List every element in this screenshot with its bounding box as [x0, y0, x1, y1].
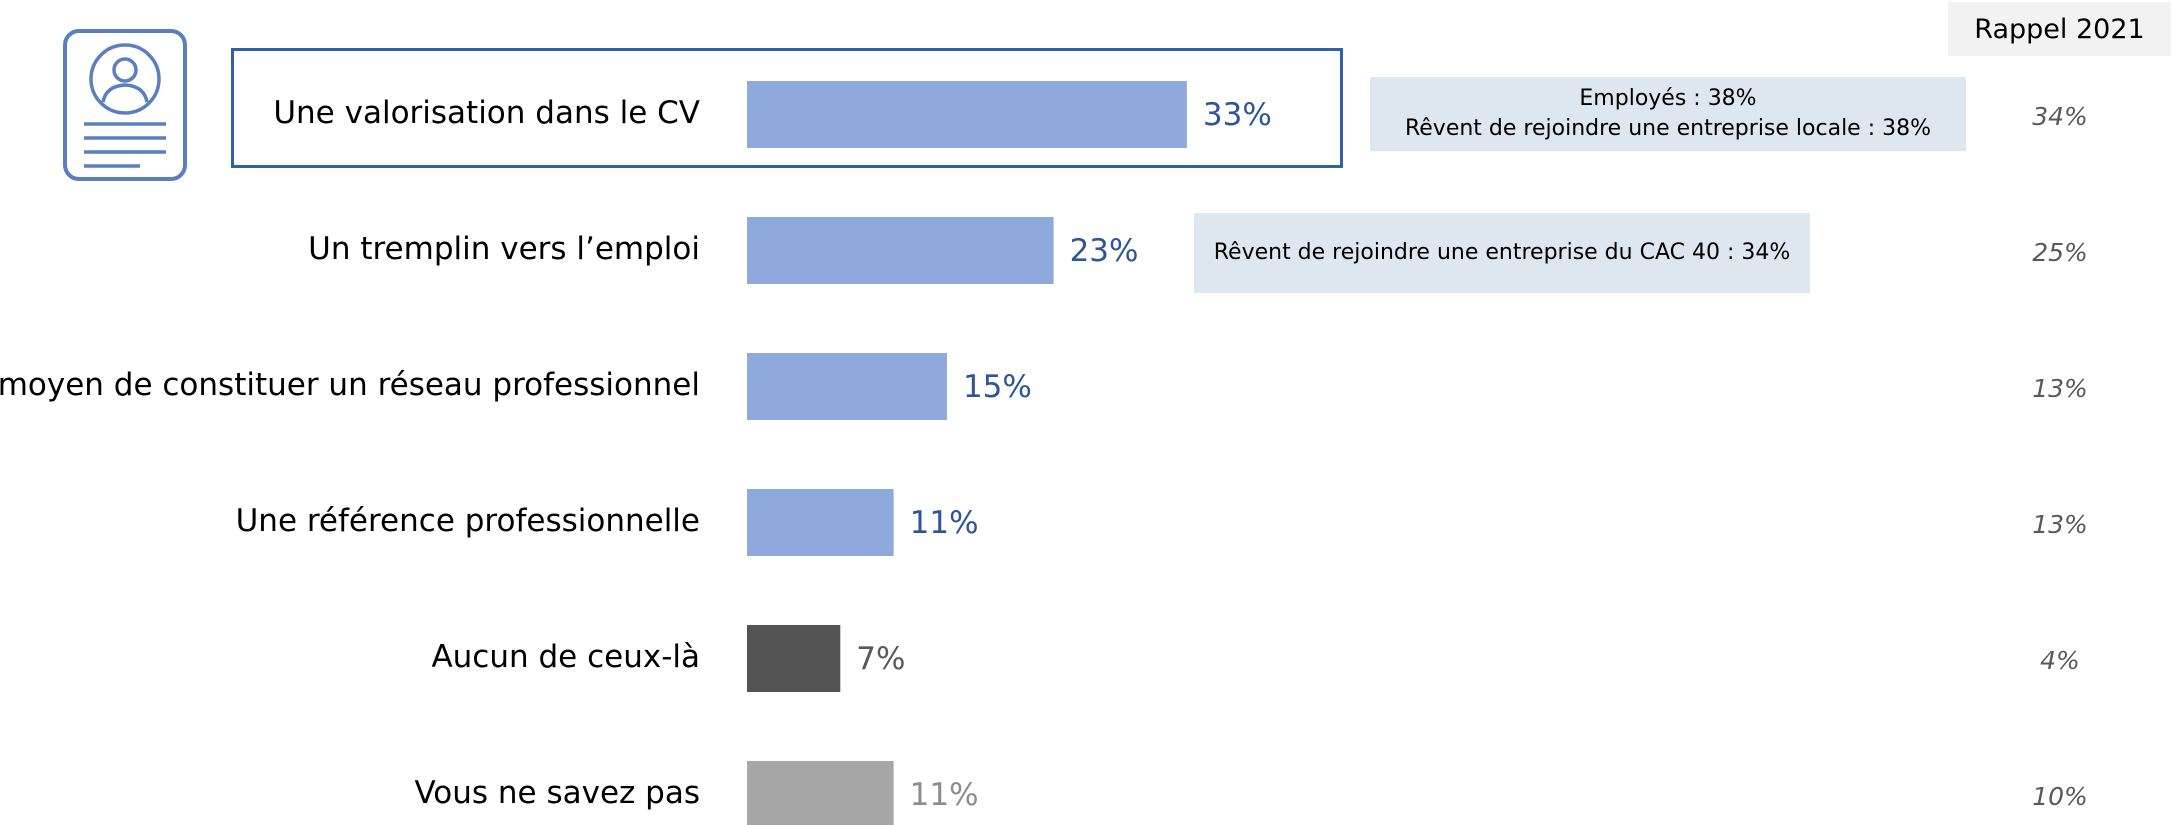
value-label: 23%	[1069, 232, 1139, 269]
value-label: 11%	[909, 776, 979, 813]
value-label: 33%	[1202, 96, 1272, 133]
bar	[747, 489, 894, 556]
recall-value: 13%	[2032, 373, 2088, 403]
category-label: Un moyen de constituer un réseau profess…	[0, 366, 700, 403]
bar	[747, 761, 894, 825]
category-label: Un tremplin vers l’emploi	[308, 230, 700, 267]
highlight-frame	[231, 48, 1343, 168]
bar	[747, 81, 1187, 148]
annotation-line: Employés : 38%	[1579, 86, 1757, 112]
cv-document-icon	[63, 29, 187, 181]
value-label: 15%	[962, 368, 1032, 405]
recall-value: 13%	[2032, 509, 2088, 539]
bar	[747, 625, 841, 692]
category-label: Aucun de ceux-là	[431, 638, 700, 675]
annotation-cv: Employés : 38% Rêvent de rejoindre une e…	[1370, 77, 1966, 151]
value-label: 11%	[909, 504, 979, 541]
category-label: Une référence professionnelle	[235, 502, 700, 539]
recall-value: 4%	[2040, 645, 2080, 675]
annotation-line: Rêvent de rejoindre une entreprise du CA…	[1213, 240, 1791, 266]
recall-value: 25%	[2032, 237, 2088, 267]
annotation-line: Rêvent de rejoindre une entreprise local…	[1404, 116, 1932, 141]
recall-value: 34%	[2032, 101, 2088, 131]
category-label: Vous ne savez pas	[414, 774, 700, 811]
value-label: 7%	[856, 640, 906, 677]
recall-header: Rappel 2021	[1948, 2, 2171, 56]
recall-value: 10%	[2032, 781, 2088, 811]
annotation-tremplin: Rêvent de rejoindre une entreprise du CA…	[1194, 213, 1810, 293]
bar	[747, 217, 1054, 284]
bar	[747, 353, 947, 420]
category-label: Une valorisation dans le CV	[273, 94, 700, 131]
